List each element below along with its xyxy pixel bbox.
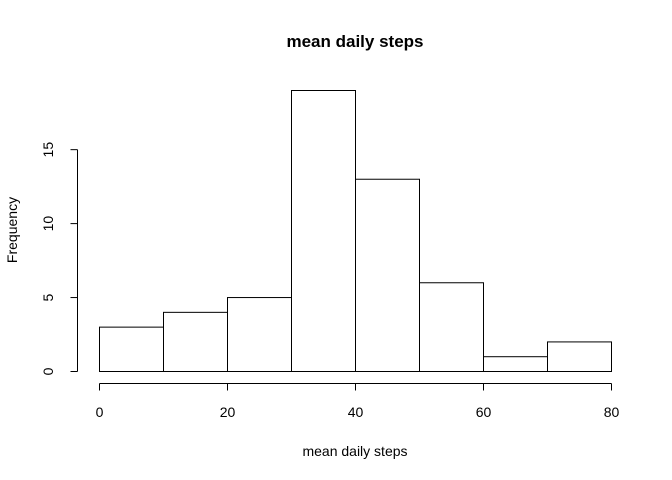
y-axis-label: Frequency (4, 197, 20, 263)
x-tick-label: 40 (348, 404, 364, 420)
y-tick-label: 0 (40, 367, 56, 375)
x-tick-label: 0 (96, 404, 104, 420)
bars-group (99, 90, 612, 373)
x-tick-label: 60 (476, 404, 492, 420)
histogram-bar (547, 341, 612, 372)
histogram-bar (291, 90, 356, 372)
histogram-bar (227, 297, 292, 373)
histogram-bar (355, 178, 420, 372)
histogram-bar (419, 282, 484, 372)
y-tick-label: 10 (40, 216, 56, 232)
histogram-bar (99, 326, 164, 373)
histogram-bar (483, 356, 548, 373)
x-tick-label: 20 (220, 404, 236, 420)
y-axis: 0 5 10 15 (40, 142, 78, 375)
x-axis-label: mean daily steps (302, 443, 407, 459)
histogram-bar (163, 311, 228, 372)
y-tick-label: 5 (40, 293, 56, 301)
x-axis: 0 20 40 60 80 (96, 383, 620, 420)
y-tick-label: 15 (40, 142, 56, 158)
x-tick-label: 80 (604, 404, 620, 420)
chart-title: mean daily steps (286, 32, 423, 51)
